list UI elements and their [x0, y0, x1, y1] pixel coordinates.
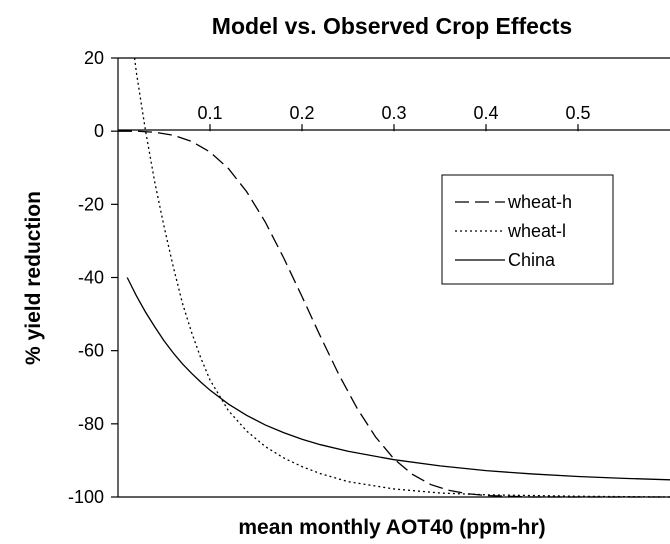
legend: wheat-h wheat-l China — [441, 174, 614, 285]
legend-label: wheat-h — [507, 192, 572, 212]
ticks-group: 20 0 -20 -40 -60 -80 -100 0.1 0.2 0.3 0.4 0.5 — [68, 48, 591, 507]
series-line-wheat-l — [133, 57, 670, 498]
x-tick-label: 0.2 — [289, 103, 314, 123]
y-tick-label: -40 — [78, 268, 104, 288]
y-tick-label: -20 — [78, 194, 104, 214]
y-tick-label: 0 — [94, 121, 104, 141]
y-tick-label: -100 — [68, 487, 104, 507]
x-tick-label: 0.4 — [473, 103, 498, 123]
chart-title: Model vs. Observed Crop Effects — [212, 13, 572, 39]
legend-label: China — [508, 250, 556, 270]
y-tick-label: -80 — [78, 414, 104, 434]
x-axis-label: mean monthly AOT40 (ppm-hr) — [238, 516, 545, 539]
y-tick-label: -60 — [78, 341, 104, 361]
legend-box — [441, 174, 614, 285]
series-group — [118, 57, 670, 498]
series-line-china — [126, 277, 670, 481]
legend-label: wheat-l — [507, 221, 566, 241]
x-tick-label: 0.3 — [381, 103, 406, 123]
y-tick-label: 20 — [84, 48, 104, 68]
x-tick-label: 0.1 — [197, 103, 222, 123]
x-tick-label: 0.5 — [565, 103, 590, 123]
y-axis-label: % yield reduction — [22, 191, 45, 365]
